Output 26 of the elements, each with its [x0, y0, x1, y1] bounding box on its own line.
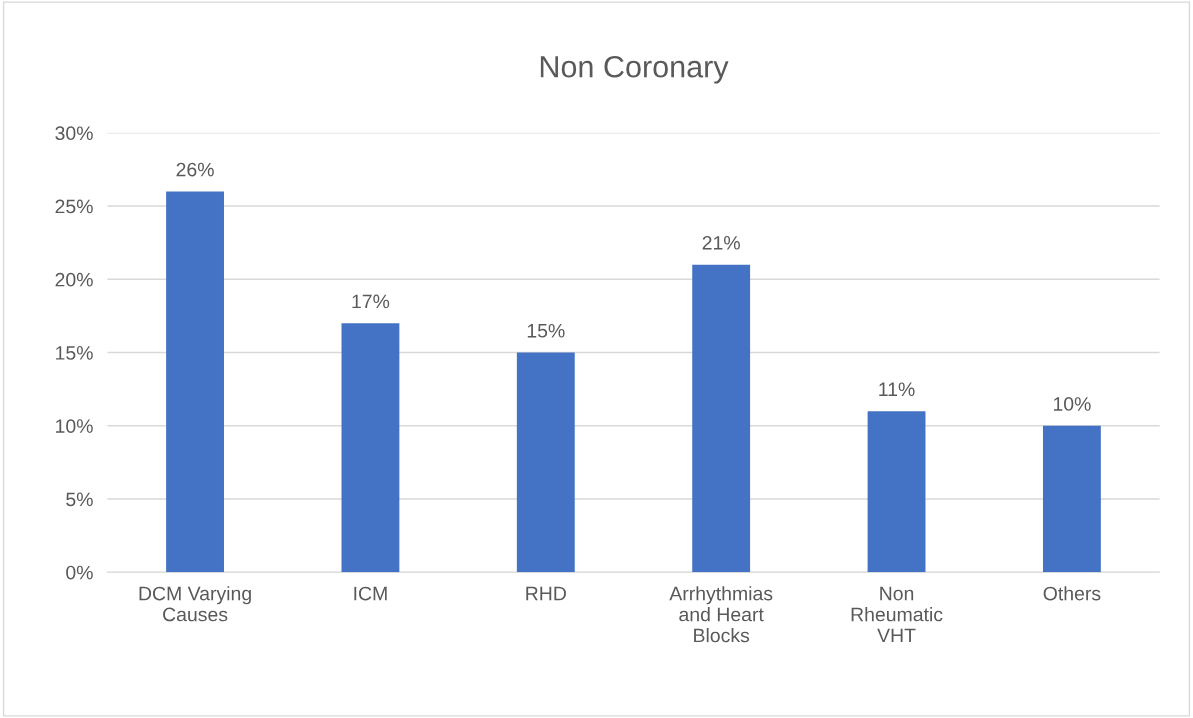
y-tick-label: 30% [55, 126, 93, 141]
x-tick-label: DCM Varying Causes [139, 586, 251, 622]
data-label: 17% [352, 294, 390, 309]
data-label: 26% [176, 162, 214, 177]
y-tick-label: 0% [66, 565, 93, 580]
y-tick-label: 25% [55, 199, 93, 214]
data-label: 15% [527, 323, 565, 338]
bar [692, 264, 751, 573]
y-tick-label: 10% [56, 419, 93, 434]
data-label: 10% [1053, 397, 1091, 411]
data-label: 21% [702, 235, 740, 250]
x-tick-label: RHD [526, 586, 566, 601]
data-label: 11% [879, 382, 915, 397]
bar [1042, 425, 1101, 573]
bar [516, 352, 575, 573]
bar [166, 191, 224, 573]
y-tick-label: 20% [55, 272, 93, 287]
x-tick-label: Non Rheumatic VHT [851, 586, 943, 643]
x-tick-label: Arrhythmias and Heart Blocks [669, 586, 773, 643]
x-tick-label: Others [1043, 586, 1101, 601]
chart-title: Non Coronary [540, 55, 729, 84]
y-tick-label: 5% [66, 492, 93, 507]
bar [867, 411, 926, 573]
x-tick-label: ICM [354, 586, 387, 601]
bar [341, 323, 400, 573]
y-tick-label: 15% [56, 346, 93, 360]
